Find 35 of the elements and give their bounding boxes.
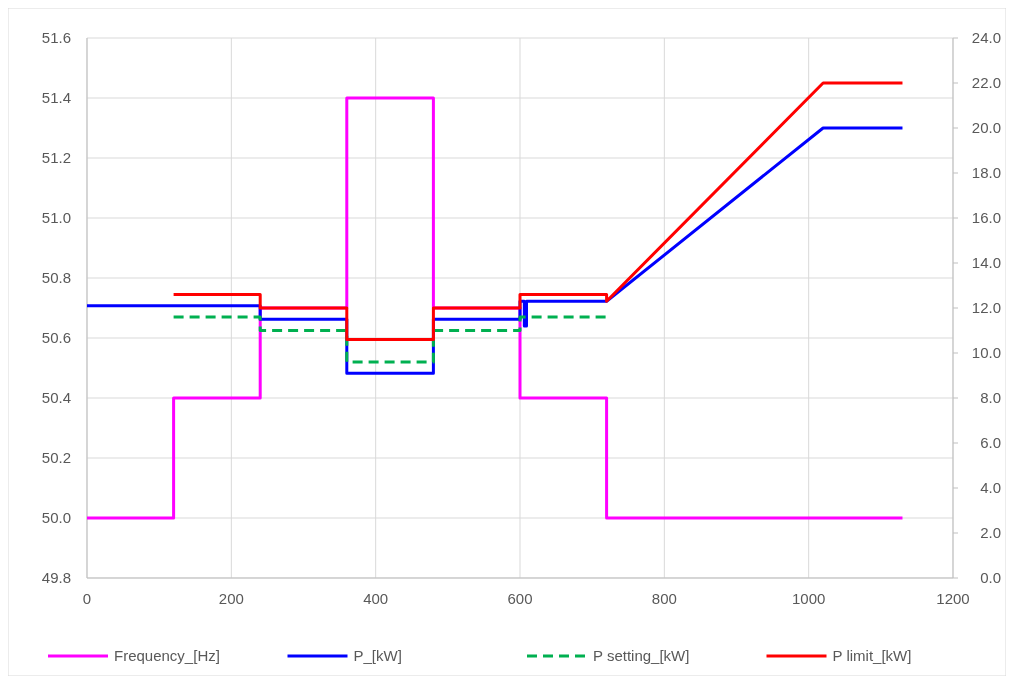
y2-tick-label: 8.0 <box>980 389 1001 407</box>
legend-label: P setting_[kW] <box>593 647 690 665</box>
y-tick-label: 50.6 <box>41 329 71 347</box>
y-tick-label: 50.2 <box>41 449 71 467</box>
x-tick-label: 1000 <box>791 590 826 607</box>
y-tick-label: 50.8 <box>41 269 71 287</box>
y-tick-label: 51.2 <box>41 149 71 167</box>
y2-tick-label: 14.0 <box>971 254 1001 272</box>
line-series <box>172 81 904 341</box>
legend-label: P limit_[kW] <box>832 647 912 665</box>
y2-tick-label: 0.0 <box>980 569 1001 587</box>
y-tick-label: 50.4 <box>41 389 71 407</box>
y-tick-label: 51.6 <box>41 29 71 47</box>
x-tick-label: 0 <box>82 590 92 607</box>
x-tick-label: 800 <box>651 590 677 607</box>
y-tick-label: 51.0 <box>41 209 71 227</box>
y2-tick-label: 18.0 <box>971 164 1001 182</box>
y2-tick-label: 16.0 <box>971 209 1001 227</box>
x-tick-label: 400 <box>363 590 389 607</box>
y2-tick-label: 6.0 <box>980 434 1001 452</box>
legend-label: P_[kW] <box>353 647 402 665</box>
y-tick-label: 50.0 <box>41 509 71 527</box>
y2-tick-label: 10.0 <box>971 344 1001 362</box>
y2-tick-label: 24.0 <box>971 29 1001 47</box>
x-tick-label: 200 <box>218 590 244 607</box>
y2-tick-label: 20.0 <box>971 119 1001 137</box>
x-tick-label: 600 <box>507 590 533 607</box>
y2-tick-label: 4.0 <box>980 479 1001 497</box>
y-tick-label: 49.8 <box>41 569 71 587</box>
legend-label: Frequency_[Hz] <box>114 647 220 665</box>
y-tick-label: 51.4 <box>41 89 71 107</box>
y2-tick-label: 22.0 <box>971 74 1001 92</box>
y2-tick-label: 2.0 <box>980 524 1001 542</box>
y2-tick-label: 12.0 <box>971 299 1001 317</box>
x-tick-label: 1200 <box>936 590 970 607</box>
